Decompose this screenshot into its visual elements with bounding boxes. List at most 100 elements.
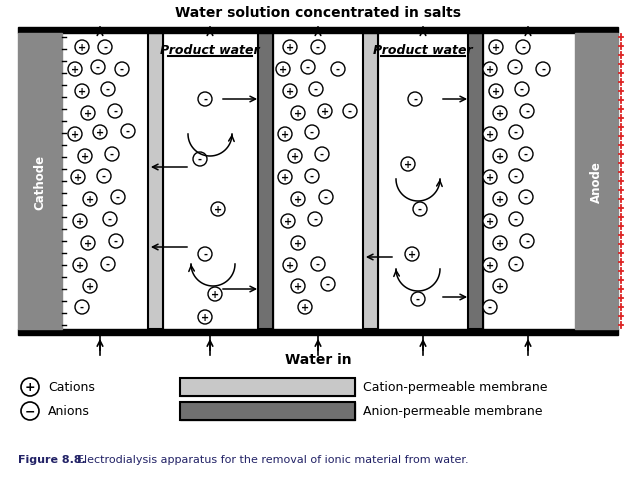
Circle shape — [305, 126, 319, 140]
Circle shape — [101, 83, 115, 97]
Text: Anions: Anions — [48, 405, 90, 418]
Circle shape — [308, 213, 322, 227]
Circle shape — [515, 83, 529, 97]
Circle shape — [278, 171, 292, 185]
Text: +: + — [86, 194, 94, 204]
Circle shape — [283, 258, 297, 273]
Text: -: - — [513, 63, 517, 73]
Text: -: - — [80, 302, 84, 312]
Bar — [468, 34, 483, 329]
Bar — [468, 34, 483, 329]
Circle shape — [208, 288, 222, 301]
Text: -: - — [320, 150, 324, 160]
Text: +: + — [286, 43, 294, 53]
Text: Product water: Product water — [160, 43, 260, 56]
Circle shape — [401, 157, 415, 172]
Circle shape — [291, 107, 305, 121]
Text: +: + — [286, 87, 294, 97]
Text: +: + — [294, 281, 302, 291]
Circle shape — [305, 169, 319, 184]
Text: +: + — [78, 87, 86, 97]
Text: -: - — [310, 172, 314, 181]
Text: +: + — [294, 109, 302, 119]
Text: +: + — [74, 173, 82, 182]
Text: -: - — [198, 155, 202, 165]
Circle shape — [311, 257, 325, 271]
Circle shape — [483, 63, 497, 77]
Text: -: - — [525, 237, 529, 247]
Text: -: - — [120, 65, 124, 75]
Bar — [148, 34, 163, 329]
Text: Water in: Water in — [285, 352, 352, 366]
Circle shape — [109, 235, 123, 249]
Text: -: - — [488, 302, 492, 312]
Bar — [180, 378, 355, 396]
Circle shape — [519, 191, 533, 204]
Text: -: - — [524, 150, 528, 160]
Circle shape — [73, 258, 87, 273]
Circle shape — [75, 85, 89, 99]
Circle shape — [291, 192, 305, 206]
Text: −: − — [25, 405, 35, 418]
Text: -: - — [203, 95, 207, 105]
Text: -: - — [313, 215, 317, 225]
Text: +: + — [211, 289, 219, 300]
Circle shape — [91, 61, 105, 75]
Text: +: + — [201, 312, 209, 323]
Circle shape — [493, 237, 507, 251]
Text: -: - — [316, 43, 320, 53]
Circle shape — [81, 237, 95, 251]
Bar — [363, 34, 378, 329]
Text: +: + — [496, 109, 504, 119]
Circle shape — [121, 125, 135, 139]
Text: +: + — [281, 173, 289, 182]
Text: -: - — [514, 172, 518, 181]
Bar — [180, 378, 355, 396]
Text: -: - — [108, 215, 112, 225]
Text: Anion-permeable membrane: Anion-permeable membrane — [363, 405, 543, 418]
Text: -: - — [110, 150, 114, 160]
Circle shape — [408, 93, 422, 107]
Text: +: + — [84, 109, 92, 119]
Circle shape — [81, 107, 95, 121]
Text: +: + — [496, 239, 504, 249]
Circle shape — [309, 83, 323, 97]
Circle shape — [83, 279, 97, 293]
Circle shape — [509, 126, 523, 140]
Circle shape — [83, 192, 97, 206]
Circle shape — [483, 128, 497, 142]
Circle shape — [411, 292, 425, 306]
Text: -: - — [525, 107, 529, 117]
Circle shape — [520, 105, 534, 119]
Circle shape — [291, 279, 305, 293]
Bar — [148, 34, 163, 329]
Text: -: - — [541, 65, 545, 75]
Text: +: + — [25, 381, 35, 394]
Circle shape — [93, 126, 107, 140]
Text: +: + — [486, 261, 494, 270]
Text: -: - — [103, 43, 107, 53]
Text: +: + — [286, 261, 294, 270]
Text: +: + — [71, 130, 79, 140]
Text: +: + — [492, 87, 500, 97]
Text: -: - — [116, 192, 120, 203]
Circle shape — [343, 105, 357, 119]
Circle shape — [483, 171, 497, 185]
Circle shape — [493, 279, 507, 293]
Text: +: + — [486, 65, 494, 75]
Circle shape — [281, 215, 295, 228]
Circle shape — [111, 191, 125, 204]
Text: +: + — [214, 204, 222, 215]
Circle shape — [489, 41, 503, 55]
Circle shape — [536, 63, 550, 77]
Circle shape — [21, 378, 39, 396]
Text: -: - — [96, 63, 100, 73]
Circle shape — [193, 153, 207, 167]
Circle shape — [283, 41, 297, 55]
Circle shape — [198, 311, 212, 324]
Circle shape — [78, 150, 92, 164]
Text: -: - — [514, 260, 518, 269]
Text: -: - — [203, 250, 207, 260]
Circle shape — [413, 203, 427, 216]
Text: -: - — [310, 128, 314, 138]
